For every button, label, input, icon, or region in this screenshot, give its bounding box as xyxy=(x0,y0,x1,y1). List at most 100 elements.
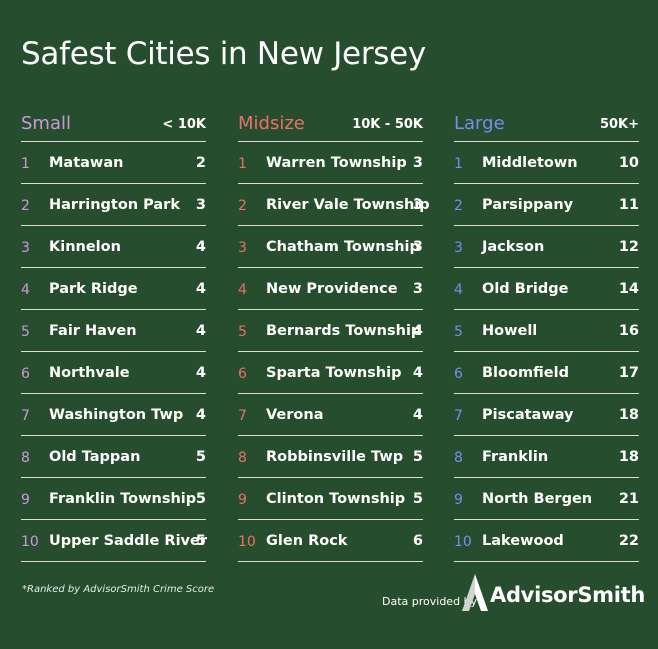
crime-score: 4 xyxy=(195,407,206,423)
ranking-row: 3 Jackson 12 xyxy=(454,226,639,268)
ranking-row: 1 Matawan 2 xyxy=(21,142,206,184)
ranking-row: 4 New Providence 3 xyxy=(238,268,423,310)
column-midsize: Midsize 10K - 50K 1 Warren Township 3 2 River … xyxy=(238,110,430,562)
ranking-row: 7 Piscataway 18 xyxy=(454,394,639,436)
ranking-row: 5 Bernards Township 4 xyxy=(238,310,423,352)
city-name: North Bergen xyxy=(482,491,593,507)
city-name: Glen Rock xyxy=(266,533,348,549)
ranking-row: 5 Howell 16 xyxy=(454,310,639,352)
city-name: Chatham Township xyxy=(266,239,420,255)
crime-score: 18 xyxy=(618,449,639,465)
rank-number: 9 xyxy=(238,492,247,508)
city-name: Franklin xyxy=(482,449,549,465)
crime-score: 16 xyxy=(618,323,639,339)
crime-score: 5 xyxy=(412,449,423,465)
city-name: Verona xyxy=(266,407,324,423)
rank-number: 4 xyxy=(238,282,247,298)
ranking-row: 7 Verona 4 xyxy=(238,394,423,436)
ranking-row: 6 Sparta Township 4 xyxy=(238,352,423,394)
ranking-row: 2 River Vale Township 3 xyxy=(238,184,430,226)
ranking-row: 8 Franklin 18 xyxy=(454,436,639,478)
city-name: Clinton Township xyxy=(266,491,406,507)
population-range: < 10K xyxy=(162,117,206,132)
rank-number: 1 xyxy=(21,156,30,172)
city-name: Old Tappan xyxy=(49,449,141,465)
crime-score: 11 xyxy=(618,197,639,213)
ranking-row: 9 Franklin Township 5 xyxy=(21,478,206,520)
city-name: New Providence xyxy=(266,281,398,297)
crime-score: 3 xyxy=(412,197,423,213)
city-name: Sparta Township xyxy=(266,365,402,381)
ranking-row: 10 Lakewood 22 xyxy=(454,520,639,562)
rank-number: 4 xyxy=(21,282,30,298)
crime-score: 5 xyxy=(195,533,206,549)
city-name: Jackson xyxy=(482,239,545,255)
city-name: Robbinsville Twp xyxy=(266,449,404,465)
ranking-row: 5 Fair Haven 4 xyxy=(21,310,206,352)
city-name: Parsippany xyxy=(482,197,574,213)
ranking-row: 9 North Bergen 21 xyxy=(454,478,639,520)
ranking-row: 3 Chatham Township 3 xyxy=(238,226,423,268)
city-name: Harrington Park xyxy=(49,197,180,213)
crime-score: 4 xyxy=(195,365,206,381)
ranking-row: 8 Robbinsville Twp 5 xyxy=(238,436,423,478)
city-name: Lakewood xyxy=(482,533,564,549)
rank-number: 2 xyxy=(21,198,30,214)
rank-number: 6 xyxy=(21,366,30,382)
crime-score: 3 xyxy=(195,197,206,213)
city-name: Matawan xyxy=(49,155,124,171)
crime-score: 4 xyxy=(412,365,423,381)
rank-number: 10 xyxy=(454,534,472,550)
ranking-row: 4 Park Ridge 4 xyxy=(21,268,206,310)
column-header: Midsize 10K - 50K xyxy=(238,110,423,142)
rank-number: 10 xyxy=(21,534,39,550)
population-range: 50K+ xyxy=(599,117,639,132)
crime-score: 12 xyxy=(618,239,639,255)
column-title: Large xyxy=(454,113,505,134)
ranking-row: 1 Warren Township 3 xyxy=(238,142,423,184)
rank-number: 3 xyxy=(21,240,30,256)
rank-number: 5 xyxy=(454,324,463,340)
ranking-row: 8 Old Tappan 5 xyxy=(21,436,206,478)
city-name: Bernards Township xyxy=(266,323,422,339)
population-range: 10K - 50K xyxy=(352,117,423,132)
crime-score: 6 xyxy=(412,533,423,549)
crime-score: 2 xyxy=(195,155,206,171)
city-name: Park Ridge xyxy=(49,281,138,297)
city-name: Washington Twp xyxy=(49,407,184,423)
city-name: Piscataway xyxy=(482,407,574,423)
footnote: *Ranked by AdvisorSmith Crime Score xyxy=(22,584,215,595)
rank-number: 5 xyxy=(238,324,247,340)
crime-score: 3 xyxy=(412,155,423,171)
city-name: Kinnelon xyxy=(49,239,121,255)
ranking-row: 9 Clinton Township 5 xyxy=(238,478,423,520)
rank-number: 7 xyxy=(454,408,463,424)
rank-number: 8 xyxy=(21,450,30,466)
rank-number: 6 xyxy=(454,366,463,382)
crime-score: 22 xyxy=(618,533,639,549)
rank-number: 7 xyxy=(238,408,247,424)
ranking-row: 10 Glen Rock 6 xyxy=(238,520,423,562)
crime-score: 4 xyxy=(195,281,206,297)
advisorsmith-brand-name: AdvisorSmith xyxy=(490,583,646,607)
ranking-row: 10 Upper Saddle River 5 xyxy=(21,520,207,562)
city-name: River Vale Township xyxy=(266,197,430,213)
city-name: Franklin Township xyxy=(49,491,197,507)
crime-score: 5 xyxy=(195,491,206,507)
crime-score: 4 xyxy=(412,323,423,339)
rank-number: 3 xyxy=(238,240,247,256)
rank-number: 2 xyxy=(454,198,463,214)
crime-score: 4 xyxy=(412,407,423,423)
ranking-row: 6 Northvale 4 xyxy=(21,352,206,394)
column-title: Midsize xyxy=(238,113,305,134)
crime-score: 5 xyxy=(412,491,423,507)
column-title: Small xyxy=(21,113,71,134)
rank-number: 5 xyxy=(21,324,30,340)
rank-number: 4 xyxy=(454,282,463,298)
city-name: Northvale xyxy=(49,365,130,381)
ranking-row: 2 Parsippany 11 xyxy=(454,184,639,226)
rank-number: 1 xyxy=(454,156,463,172)
column-header: Large 50K+ xyxy=(454,110,639,142)
ranking-row: 2 Harrington Park 3 xyxy=(21,184,206,226)
city-name: Old Bridge xyxy=(482,281,569,297)
